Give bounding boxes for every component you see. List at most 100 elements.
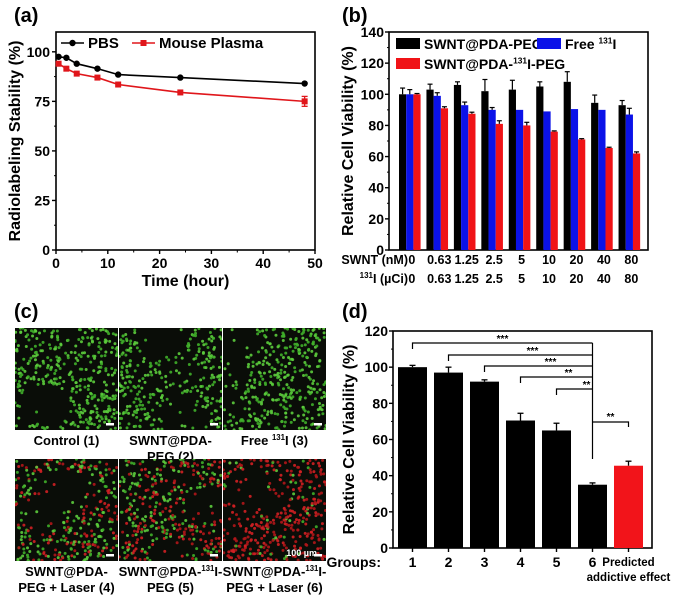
dead-cell — [81, 545, 85, 549]
dead-cell — [15, 484, 19, 488]
live-cell — [56, 359, 60, 363]
live-cell — [230, 423, 234, 427]
live-cell — [111, 394, 115, 398]
dead-cell — [232, 524, 236, 528]
live-cell — [160, 520, 164, 524]
data-point-pbs — [301, 80, 308, 87]
live-cell — [170, 516, 174, 520]
dead-cell — [143, 524, 147, 528]
dead-cell — [265, 530, 269, 534]
live-cell — [15, 361, 17, 365]
live-cell — [77, 516, 81, 520]
dead-cell — [127, 472, 131, 476]
live-cell — [164, 374, 168, 378]
dead-cell — [306, 461, 310, 465]
live-cell — [114, 394, 118, 398]
live-cell — [274, 469, 278, 473]
live-cell — [197, 347, 201, 351]
bar-1 — [598, 109, 606, 250]
significance-label: *** — [497, 334, 509, 345]
live-cell — [197, 328, 201, 331]
live-cell — [64, 351, 68, 355]
live-cell — [174, 369, 178, 373]
live-cell — [137, 384, 141, 388]
live-cell — [128, 380, 132, 384]
x-tick-label-iodine: 5 — [518, 272, 525, 286]
live-cell — [193, 408, 197, 412]
live-cell — [322, 394, 326, 398]
live-cell — [311, 328, 315, 332]
live-cell — [258, 330, 262, 334]
dead-cell — [317, 461, 321, 465]
live-cell — [155, 472, 159, 476]
dead-cell — [223, 476, 226, 480]
live-cell — [115, 346, 118, 350]
live-cell — [101, 480, 105, 484]
y-tick-label: 0 — [42, 242, 50, 258]
dead-cell — [176, 497, 180, 501]
live-cell — [284, 393, 288, 397]
live-cell — [100, 417, 104, 421]
live-cell — [125, 533, 129, 537]
live-cell — [218, 399, 222, 403]
dead-cell — [265, 471, 269, 475]
dead-cell — [241, 553, 245, 557]
x-tick-label-swnt: 0.63 — [427, 253, 451, 267]
panel-c-label: (c) — [14, 301, 38, 323]
live-cell — [303, 396, 307, 400]
live-cell — [122, 480, 126, 484]
legend-label-swnt-iodine-peg-pre: SWNT@PDA- — [424, 56, 513, 72]
live-cell — [133, 331, 137, 335]
dead-cell — [177, 523, 181, 527]
dead-cell — [248, 547, 252, 551]
dead-cell — [295, 518, 299, 522]
live-cell — [248, 379, 252, 383]
cell-dots — [119, 459, 222, 561]
live-cell — [128, 487, 132, 491]
live-cell — [292, 418, 296, 422]
dead-cell — [285, 469, 289, 473]
live-cell — [202, 470, 206, 474]
live-cell — [206, 462, 210, 466]
live-cell — [137, 379, 141, 383]
live-cell — [17, 371, 21, 375]
live-cell — [43, 480, 47, 484]
live-cell — [164, 535, 168, 539]
live-cell — [219, 389, 222, 393]
dead-cell — [92, 482, 96, 486]
live-cell — [112, 397, 116, 401]
live-cell — [196, 471, 200, 475]
dead-cell — [184, 527, 188, 531]
live-cell — [291, 473, 295, 477]
live-cell — [92, 422, 96, 426]
cell-dots — [15, 328, 118, 430]
dead-cell — [277, 494, 281, 498]
micrograph-label-line1: SWNT@PDA-131I- — [223, 564, 327, 579]
live-cell — [18, 404, 22, 408]
live-cell — [296, 414, 300, 418]
significance-label: *** — [545, 357, 557, 368]
live-cell — [249, 353, 253, 357]
live-cell — [171, 382, 175, 386]
scale-bar — [210, 554, 218, 557]
live-cell — [15, 401, 17, 405]
data-point-pbs — [94, 65, 101, 72]
dead-cell — [265, 515, 269, 519]
dead-cell — [262, 534, 266, 538]
live-cell — [70, 375, 74, 379]
dead-cell — [178, 527, 182, 531]
live-cell — [294, 481, 298, 485]
plot-frame — [55, 31, 316, 251]
dead-cell — [140, 527, 144, 531]
live-cell — [276, 345, 280, 349]
panel-c: (c) Control (1) SWNT@PDA-PEG (2)Free 131I… — [14, 301, 327, 595]
live-cell — [204, 405, 208, 409]
dead-cell — [242, 537, 246, 541]
live-cell — [304, 373, 308, 377]
dead-cell — [20, 491, 24, 495]
live-cell — [213, 328, 217, 330]
live-cell — [227, 471, 231, 475]
live-cell — [291, 395, 295, 399]
live-cell — [249, 373, 253, 377]
live-cell — [43, 329, 47, 333]
